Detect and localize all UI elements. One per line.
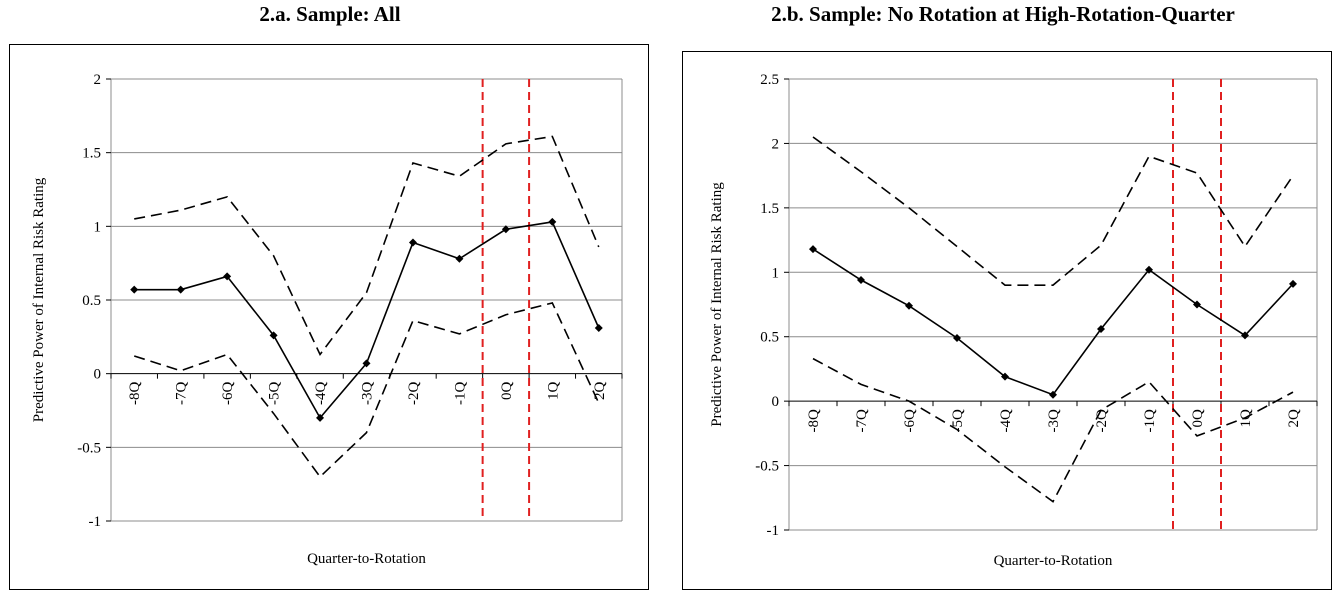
data-point-marker bbox=[176, 285, 185, 294]
data-point-marker bbox=[809, 245, 817, 254]
x-tick-label: -7Q bbox=[854, 409, 870, 432]
data-point-marker bbox=[455, 254, 464, 263]
chart-title: 2.a. Sample: All bbox=[259, 2, 401, 26]
chart-panel-a: 2.a. Sample: All 2 1.5 1 0.5 0 -0.5 -1 -8Q -7Q -6… bbox=[0, 0, 660, 592]
y-tick-label: -1 bbox=[767, 523, 780, 539]
y-tick-label: 1 bbox=[94, 219, 102, 235]
data-point-marker bbox=[223, 272, 232, 281]
y-axis-title: Predictive Power of Internal Risk Rating bbox=[31, 177, 47, 422]
x-tick-label: 0Q bbox=[499, 382, 515, 401]
x-tick-label: -6Q bbox=[220, 381, 236, 404]
x-axis-title: Quarter-to-Rotation bbox=[307, 551, 426, 567]
y-tick-label: 0.5 bbox=[82, 293, 101, 309]
x-tick-label: -2Q bbox=[1094, 409, 1110, 432]
confidence-band-line bbox=[812, 357, 1294, 503]
confidence-band-line bbox=[812, 136, 1294, 286]
y-tick-label: 1 bbox=[772, 265, 780, 281]
y-tick-label: 0 bbox=[94, 367, 102, 383]
y-tick-label: 0 bbox=[772, 394, 780, 410]
data-point-marker bbox=[1097, 324, 1105, 333]
data-point-marker bbox=[594, 323, 603, 332]
data-point-marker bbox=[548, 217, 557, 226]
line-chart-a: 2 1.5 1 0.5 0 -0.5 -1 -8Q -7Q -6Q -5Q -4Q -3Q -2Q -1Q 0… bbox=[31, 72, 623, 567]
x-tick-label: -3Q bbox=[360, 381, 376, 404]
data-point-marker bbox=[953, 334, 961, 343]
confidence-band-line bbox=[134, 135, 600, 357]
x-tick-label: -4Q bbox=[313, 381, 329, 404]
data-point-marker bbox=[362, 359, 371, 368]
x-tick-label: -5Q bbox=[267, 381, 283, 404]
data-point-marker bbox=[1289, 279, 1297, 288]
data-point-marker bbox=[316, 413, 325, 422]
line-chart-b: 2.5 2 1.5 1 0.5 0 -0.5 -1 -8Q -7Q -6Q -5Q -4Q -3Q -2Q -… bbox=[709, 72, 1318, 569]
y-tick-label: 2 bbox=[94, 72, 102, 88]
chart-title: 2.b. Sample: No Rotation at High-Rotatio… bbox=[771, 2, 1235, 26]
data-point-marker bbox=[1049, 390, 1057, 399]
y-tick-label: 2.5 bbox=[760, 72, 779, 88]
x-tick-label: -1Q bbox=[1142, 409, 1158, 432]
data-point-marker bbox=[130, 285, 139, 294]
x-tick-label: -5Q bbox=[950, 409, 966, 432]
y-tick-label: 1.5 bbox=[760, 201, 779, 217]
data-point-marker bbox=[1001, 372, 1009, 381]
y-tick-label: -1 bbox=[89, 514, 102, 530]
y-axis-title: Predictive Power of Internal Risk Rating bbox=[709, 182, 725, 427]
y-tick-label: 0.5 bbox=[760, 330, 779, 346]
data-point-marker bbox=[501, 225, 510, 234]
chart-frame: 2.5 2 1.5 1 0.5 0 -0.5 -1 -8Q -7Q -6Q -5Q -4Q -3Q -2Q -… bbox=[682, 51, 1332, 590]
x-axis-title: Quarter-to-Rotation bbox=[994, 553, 1113, 569]
data-point-marker bbox=[408, 238, 417, 247]
y-tick-label: 2 bbox=[772, 136, 780, 152]
y-tick-label: -0.5 bbox=[77, 440, 101, 456]
data-point-marker bbox=[269, 331, 278, 340]
data-point-marker bbox=[1193, 300, 1201, 309]
x-tick-label: 0Q bbox=[1190, 409, 1206, 428]
data-point-marker bbox=[1241, 331, 1249, 340]
x-tick-label: -8Q bbox=[127, 381, 143, 404]
data-point-marker bbox=[1145, 265, 1153, 274]
x-tick-label: -6Q bbox=[902, 409, 918, 432]
y-tick-label: 1.5 bbox=[82, 146, 101, 162]
x-tick-label: -2Q bbox=[406, 381, 422, 404]
data-point-marker bbox=[857, 276, 865, 285]
x-tick-label: 2Q bbox=[1286, 409, 1302, 428]
x-tick-label: -1Q bbox=[452, 381, 468, 404]
x-tick-label: -3Q bbox=[1046, 409, 1062, 432]
x-tick-label: 2Q bbox=[592, 382, 608, 401]
x-tick-label: -4Q bbox=[998, 409, 1014, 432]
chart-panel-b: 2.b. Sample: No Rotation at High-Rotatio… bbox=[673, 0, 1333, 592]
x-tick-label: 1Q bbox=[545, 382, 561, 401]
confidence-band-line bbox=[133, 302, 600, 479]
y-tick-label: -0.5 bbox=[755, 459, 779, 475]
x-tick-label: -8Q bbox=[806, 409, 822, 432]
x-tick-label: -7Q bbox=[174, 381, 190, 404]
data-point-marker bbox=[905, 301, 913, 310]
chart-frame: 2 1.5 1 0.5 0 -0.5 -1 -8Q -7Q -6Q -5Q -4Q -3Q -2Q -1Q 0… bbox=[9, 44, 649, 590]
